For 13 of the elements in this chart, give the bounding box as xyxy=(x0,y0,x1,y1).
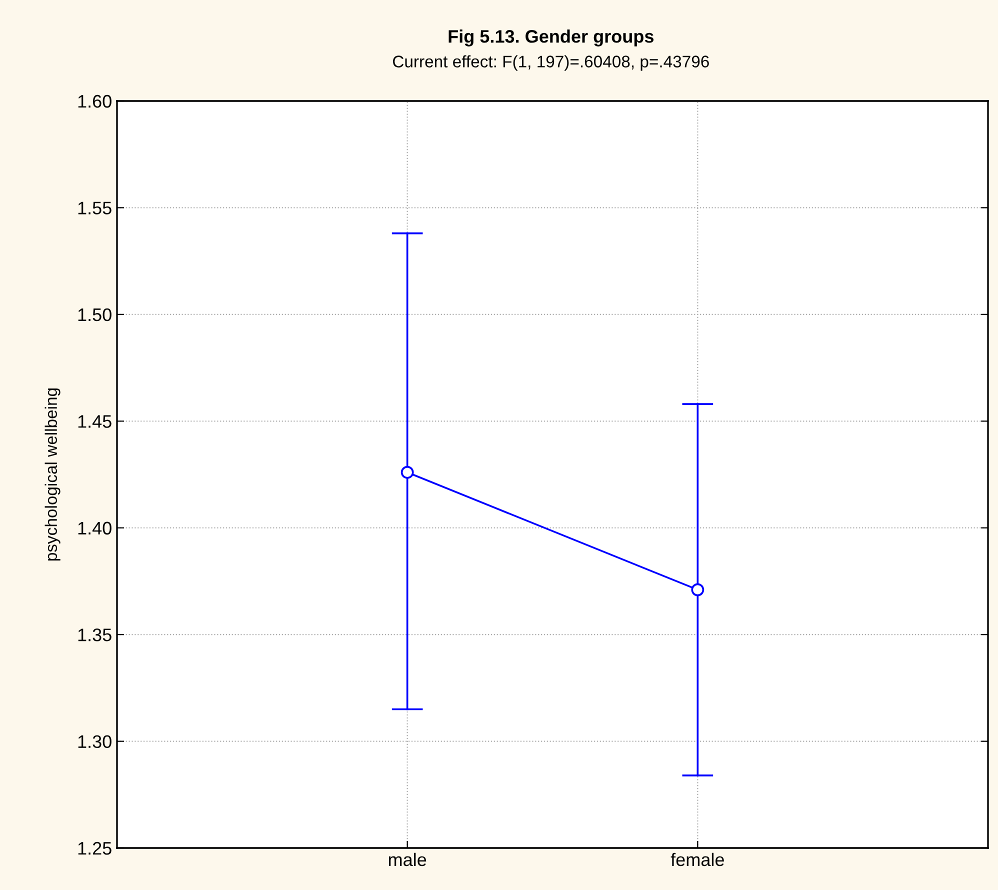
y-tick-label: 1.30 xyxy=(78,735,112,748)
y-tick-label: 1.50 xyxy=(78,308,112,322)
y-tick-label: 1.35 xyxy=(78,628,112,642)
y-axis-title: psychological wellbeing xyxy=(44,388,60,561)
y-tick-label: 1.40 xyxy=(78,522,112,535)
y-tick-label: 1.60 xyxy=(78,94,112,108)
y-tick-label: 1.45 xyxy=(78,415,112,428)
x-tick-label: female xyxy=(670,852,724,866)
y-tick-label: 1.25 xyxy=(78,842,112,855)
chart-title: Fig 5.13. Gender groups xyxy=(448,30,654,46)
x-tick-label: male xyxy=(388,852,426,866)
y-tick-label: 1.55 xyxy=(78,202,112,214)
chart-subtitle: Current effect: F(1, 197)=.60408, p=.43796 xyxy=(393,55,709,71)
